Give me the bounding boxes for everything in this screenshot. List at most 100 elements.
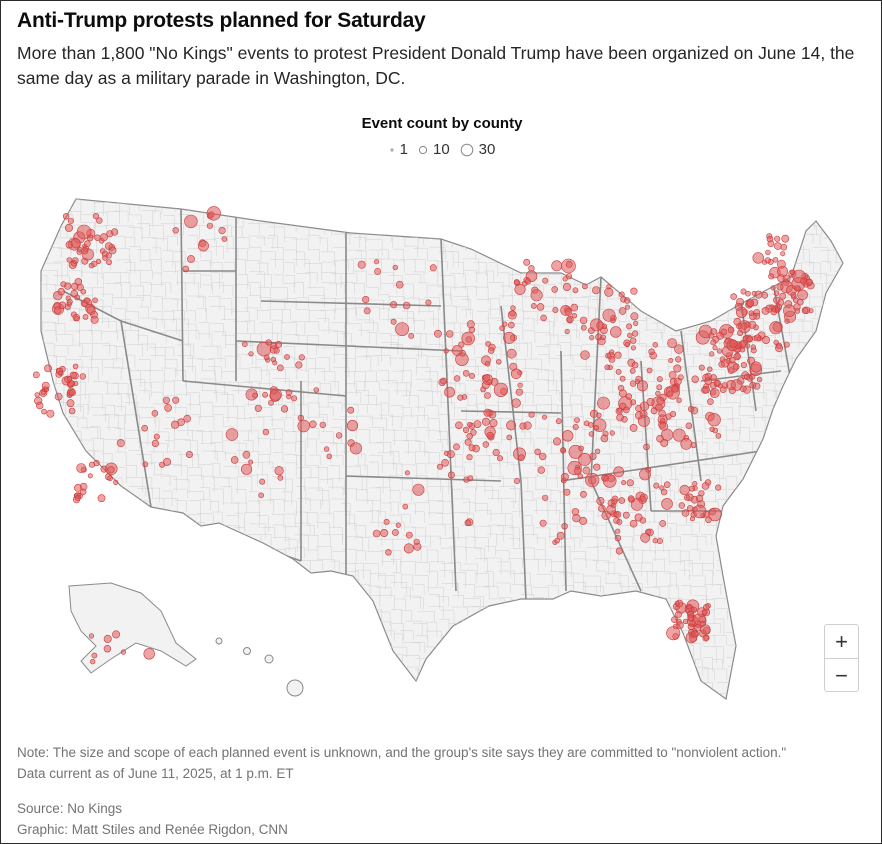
event-dot[interactable]: [655, 390, 661, 397]
event-dot[interactable]: [574, 417, 580, 423]
event-dot[interactable]: [767, 240, 775, 247]
event-dot[interactable]: [74, 494, 81, 501]
event-dot[interactable]: [730, 293, 738, 300]
event-dot[interactable]: [600, 334, 606, 341]
event-dot[interactable]: [96, 217, 103, 224]
event-dot[interactable]: [761, 292, 769, 299]
event-dot[interactable]: [425, 299, 432, 306]
event-dot[interactable]: [374, 268, 381, 275]
event-dot[interactable]: [746, 336, 753, 343]
event-dot[interactable]: [615, 368, 622, 375]
event-dot[interactable]: [692, 504, 707, 519]
event-dot[interactable]: [721, 382, 728, 389]
event-dot[interactable]: [653, 482, 660, 489]
event-dot[interactable]: [436, 463, 443, 470]
event-dot[interactable]: [659, 421, 669, 431]
event-dot[interactable]: [794, 308, 801, 314]
event-dot[interactable]: [685, 422, 693, 430]
event-dot[interactable]: [72, 363, 79, 370]
event-dot[interactable]: [565, 261, 573, 268]
event-dot[interactable]: [686, 603, 692, 610]
event-dot[interactable]: [700, 624, 711, 635]
event-dot[interactable]: [68, 407, 76, 415]
event-dot[interactable]: [797, 289, 808, 301]
event-dot[interactable]: [74, 483, 82, 492]
event-dot[interactable]: [82, 313, 89, 320]
event-dot[interactable]: [258, 492, 265, 499]
event-dot[interactable]: [630, 287, 638, 295]
event-dot[interactable]: [674, 600, 680, 606]
event-dot[interactable]: [627, 332, 633, 339]
event-dot[interactable]: [163, 457, 172, 466]
event-dot[interactable]: [268, 399, 274, 406]
event-dot[interactable]: [780, 251, 786, 257]
event-dot[interactable]: [76, 463, 87, 473]
event-dot[interactable]: [619, 375, 626, 382]
event-dot[interactable]: [515, 388, 523, 396]
event-dot[interactable]: [588, 431, 595, 437]
event-dot[interactable]: [297, 419, 310, 433]
event-dot[interactable]: [510, 305, 516, 311]
event-dot[interactable]: [597, 396, 610, 410]
event-dot[interactable]: [571, 313, 577, 319]
event-dot[interactable]: [579, 316, 588, 325]
event-dot[interactable]: [749, 381, 757, 389]
event-dot[interactable]: [92, 297, 98, 304]
event-dot[interactable]: [107, 475, 113, 482]
event-dot[interactable]: [66, 376, 73, 382]
event-dot[interactable]: [402, 503, 409, 510]
event-dot[interactable]: [683, 494, 691, 501]
event-dot[interactable]: [715, 433, 722, 439]
event-dot[interactable]: [440, 377, 447, 385]
event-dot[interactable]: [380, 528, 389, 537]
event-dot[interactable]: [162, 396, 170, 404]
event-dot[interactable]: [572, 287, 579, 294]
event-dot[interactable]: [507, 310, 517, 320]
event-dot[interactable]: [206, 222, 213, 229]
event-dot[interactable]: [768, 273, 775, 280]
event-dot[interactable]: [404, 470, 410, 476]
event-dot[interactable]: [592, 286, 601, 295]
event-dot[interactable]: [468, 444, 476, 452]
event-dot[interactable]: [610, 326, 622, 338]
event-dot[interactable]: [688, 485, 695, 492]
event-dot[interactable]: [618, 291, 625, 298]
event-dot[interactable]: [656, 434, 664, 443]
event-dot[interactable]: [113, 479, 119, 486]
event-dot[interactable]: [564, 308, 573, 316]
event-dot[interactable]: [248, 351, 254, 357]
event-dot[interactable]: [291, 395, 298, 402]
event-dot[interactable]: [639, 410, 648, 418]
event-dot[interactable]: [91, 652, 98, 659]
event-dot[interactable]: [780, 243, 788, 251]
event-dot[interactable]: [254, 404, 262, 412]
us-county-map[interactable]: [1, 181, 861, 711]
event-dot[interactable]: [733, 352, 741, 361]
event-dot[interactable]: [483, 408, 492, 417]
event-dot[interactable]: [632, 330, 639, 337]
event-dot[interactable]: [750, 344, 756, 350]
event-dot[interactable]: [183, 414, 191, 423]
event-dot[interactable]: [748, 310, 755, 316]
event-dot[interactable]: [675, 356, 682, 363]
event-dot[interactable]: [686, 505, 694, 512]
event-dot[interactable]: [102, 255, 108, 261]
event-dot[interactable]: [513, 279, 520, 285]
event-dot[interactable]: [691, 630, 699, 638]
event-dot[interactable]: [627, 495, 635, 503]
event-dot[interactable]: [346, 420, 359, 432]
event-dot[interactable]: [754, 290, 763, 299]
event-dot[interactable]: [679, 484, 690, 496]
event-dot[interactable]: [667, 338, 677, 348]
event-dot[interactable]: [69, 371, 77, 379]
event-dot[interactable]: [784, 318, 790, 324]
event-dot[interactable]: [622, 511, 630, 519]
event-dot[interactable]: [572, 514, 581, 523]
event-dot[interactable]: [542, 494, 549, 501]
event-dot[interactable]: [153, 433, 160, 440]
event-dot[interactable]: [639, 517, 646, 524]
event-dot[interactable]: [473, 420, 482, 428]
event-dot[interactable]: [70, 238, 81, 249]
event-dot[interactable]: [523, 421, 532, 430]
event-dot[interactable]: [484, 392, 491, 399]
